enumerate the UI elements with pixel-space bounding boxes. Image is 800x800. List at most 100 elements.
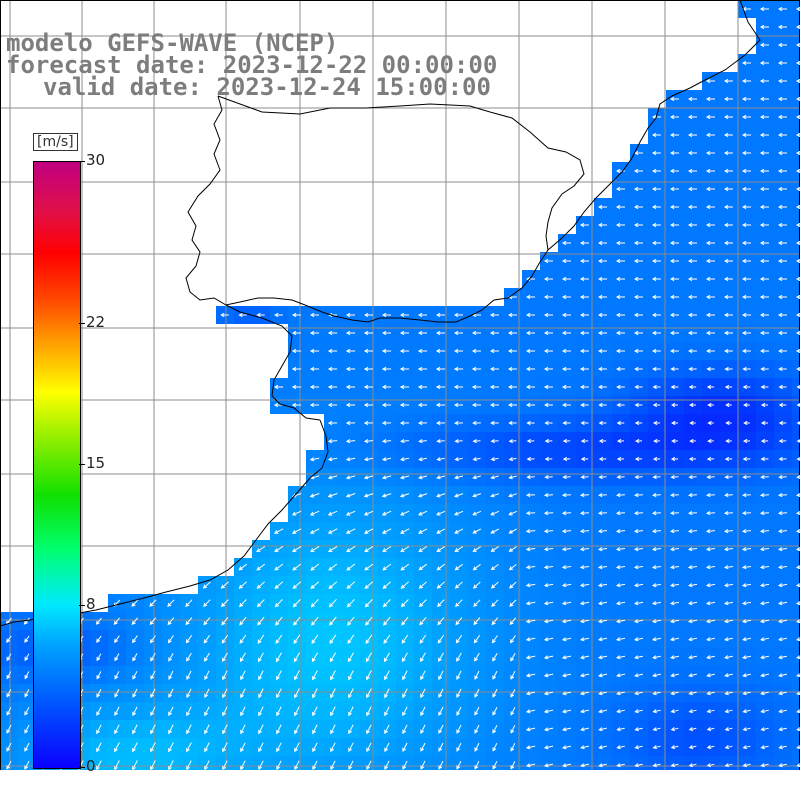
wind-arrow (616, 402, 625, 408)
wind-arrow (651, 240, 661, 246)
wind-arrow (186, 760, 192, 770)
wind-arrow (418, 438, 427, 444)
wind-arrow (706, 727, 715, 732)
wind-arrow (294, 760, 300, 770)
wind-arrow (471, 348, 481, 354)
wind-arrow (543, 619, 554, 624)
wind-arrow (760, 745, 769, 750)
wind-arrow (759, 276, 769, 282)
wind-arrow (221, 616, 229, 626)
wind-arrow (525, 366, 535, 372)
wind-arrow (276, 670, 282, 681)
wind-arrow (777, 565, 788, 570)
wind-arrow (670, 366, 679, 372)
wind-arrow (365, 634, 373, 645)
wind-arrow (258, 706, 264, 717)
wind-arrow (525, 330, 535, 336)
wind-arrow (507, 366, 517, 372)
wind-arrow (383, 634, 391, 644)
wind-arrow (633, 619, 644, 624)
wind-arrow (669, 601, 680, 606)
wind-arrow (291, 402, 302, 408)
wind-arrow (149, 617, 157, 626)
wind-arrow (544, 456, 553, 462)
wind-arrow (489, 384, 499, 390)
wind-arrow (760, 366, 769, 372)
wind-arrow (597, 619, 608, 624)
wind-arrow (561, 330, 571, 336)
wind-arrow (492, 742, 498, 752)
wind-speed-cell (792, 414, 800, 432)
wind-arrow (634, 745, 643, 750)
wind-arrow (456, 670, 462, 681)
wind-arrow (759, 583, 770, 588)
wind-arrow (417, 420, 428, 426)
wind-arrow (273, 528, 284, 534)
wind-arrow (687, 186, 697, 192)
wind-arrow (363, 493, 374, 498)
wind-arrow (687, 222, 697, 228)
wind-arrow (742, 763, 751, 768)
wind-arrow (777, 528, 788, 534)
wind-arrow (615, 528, 626, 534)
wind-arrow (725, 402, 732, 408)
wind-arrow (186, 706, 192, 717)
wind-arrow (561, 366, 571, 372)
wind-arrow (778, 763, 787, 768)
wind-arrow (579, 258, 589, 264)
wind-arrow (615, 312, 625, 318)
wind-arrow (203, 599, 211, 608)
wind-arrow (778, 438, 787, 444)
wind-arrow (777, 114, 787, 120)
wind-arrow (543, 691, 554, 696)
wind-arrow (741, 132, 751, 138)
wind-arrow (436, 546, 446, 552)
wind-arrow (795, 330, 800, 336)
wind-arrow (309, 493, 320, 498)
wind-arrow (543, 637, 554, 642)
wind-arrow (276, 760, 282, 770)
wind-arrow (525, 709, 536, 714)
wind-arrow (615, 637, 626, 642)
wind-arrow (759, 330, 769, 336)
wind-arrow (453, 330, 463, 336)
wind-arrow (454, 563, 463, 571)
wind-arrow (597, 583, 608, 588)
wind-arrow (705, 330, 715, 336)
wind-arrow (723, 330, 733, 336)
wind-arrow (742, 492, 751, 498)
wind-arrow (778, 348, 787, 354)
wind-arrow (472, 563, 481, 571)
wind-arrow (634, 474, 643, 480)
wind-arrow (330, 706, 336, 717)
wind-arrow (418, 599, 427, 608)
wind-arrow (275, 634, 283, 644)
wind-arrow (651, 222, 661, 228)
wind-arrow (795, 204, 800, 210)
wind-arrow (633, 204, 643, 210)
wind-arrow (419, 616, 427, 626)
wind-arrow (490, 493, 500, 498)
wind-arrow (706, 348, 715, 354)
wind-arrow (795, 78, 800, 84)
wind-arrow (651, 276, 661, 282)
wind-arrow (741, 528, 752, 534)
wind-arrow (364, 563, 374, 571)
wind-arrow (222, 742, 228, 753)
wind-arrow (561, 510, 572, 516)
wind-arrow (723, 78, 733, 84)
wind-arrow (330, 688, 336, 699)
wind-arrow (454, 457, 463, 462)
wind-arrow (705, 150, 715, 156)
wind-arrow (652, 655, 662, 660)
wind-arrow (777, 510, 788, 516)
wind-arrow (311, 634, 319, 645)
wind-arrow (327, 510, 338, 516)
wind-arrow (24, 689, 30, 698)
wind-arrow (490, 546, 499, 552)
valid-date: valid date: 2023-12-24 15:00:00 (43, 73, 491, 101)
wind-speed-cell (792, 468, 800, 486)
wind-arrow (634, 456, 643, 462)
wind-arrow (689, 402, 696, 408)
wind-arrow (669, 528, 680, 534)
